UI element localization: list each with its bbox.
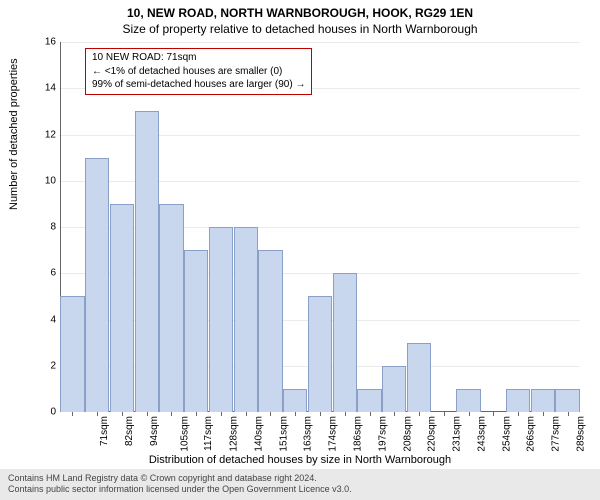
- y-axis-label: Number of detached properties: [8, 58, 20, 210]
- x-tick-mark: [469, 412, 470, 416]
- histogram-bar: [357, 389, 381, 412]
- x-axis-label: Distribution of detached houses by size …: [0, 454, 600, 466]
- histogram-bar: [531, 389, 555, 412]
- x-tick-label: 163sqm: [303, 416, 314, 452]
- histogram-bar: [159, 204, 183, 412]
- x-tick-mark: [122, 412, 123, 416]
- chart-container: 10, NEW ROAD, NORTH WARNBOROUGH, HOOK, R…: [0, 0, 600, 500]
- histogram-bar: [85, 158, 109, 412]
- y-tick-label: 12: [26, 129, 56, 140]
- x-tick-label: 254sqm: [501, 416, 512, 452]
- x-tick-label: 71sqm: [99, 416, 110, 446]
- histogram-bar: [60, 296, 84, 412]
- x-tick-label: 231sqm: [452, 416, 463, 452]
- callout-line3: 99% of semi-detached houses are larger (…: [92, 78, 305, 92]
- x-tick-mark: [221, 412, 222, 416]
- footer-line2: Contains public sector information licen…: [8, 484, 592, 496]
- histogram-bar: [382, 366, 406, 412]
- x-tick-mark: [543, 412, 544, 416]
- x-tick-mark: [147, 412, 148, 416]
- histogram-bar: [234, 227, 258, 412]
- x-tick-label: 186sqm: [353, 416, 364, 452]
- x-tick-mark: [171, 412, 172, 416]
- y-tick-label: 6: [26, 268, 56, 279]
- y-tick-label: 14: [26, 83, 56, 94]
- x-tick-mark: [320, 412, 321, 416]
- x-tick-mark: [196, 412, 197, 416]
- footer-line1: Contains HM Land Registry data © Crown c…: [8, 473, 592, 485]
- gridline: [60, 42, 580, 43]
- x-tick-mark: [394, 412, 395, 416]
- x-tick-label: 220sqm: [427, 416, 438, 452]
- x-tick-label: 82sqm: [124, 416, 135, 446]
- y-tick-label: 16: [26, 37, 56, 48]
- x-tick-mark: [246, 412, 247, 416]
- title-sub: Size of property relative to detached ho…: [0, 20, 600, 36]
- x-tick-label: 128sqm: [229, 416, 240, 452]
- histogram-bar: [555, 389, 579, 412]
- x-tick-label: 117sqm: [203, 416, 214, 451]
- histogram-bar: [407, 343, 431, 412]
- histogram-bar: [506, 389, 530, 412]
- x-tick-mark: [72, 412, 73, 416]
- histogram-bar: [135, 111, 159, 412]
- histogram-bar: [110, 204, 134, 412]
- plot: [60, 42, 580, 412]
- x-tick-label: 174sqm: [328, 416, 339, 452]
- histogram-bar: [308, 296, 332, 412]
- y-tick-label: 0: [26, 407, 56, 418]
- x-tick-mark: [444, 412, 445, 416]
- histogram-bar: [184, 250, 208, 412]
- x-tick-label: 208sqm: [402, 416, 413, 452]
- x-tick-mark: [493, 412, 494, 416]
- y-tick-label: 10: [26, 175, 56, 186]
- x-tick-mark: [97, 412, 98, 416]
- y-tick-label: 2: [26, 360, 56, 371]
- y-tick-label: 4: [26, 314, 56, 325]
- x-tick-label: 94sqm: [149, 416, 160, 446]
- x-tick-label: 243sqm: [476, 416, 487, 452]
- x-tick-mark: [295, 412, 296, 416]
- y-tick-label: 8: [26, 222, 56, 233]
- x-tick-mark: [345, 412, 346, 416]
- x-tick-mark: [518, 412, 519, 416]
- x-tick-label: 197sqm: [377, 416, 388, 452]
- title-main: 10, NEW ROAD, NORTH WARNBOROUGH, HOOK, R…: [0, 0, 600, 20]
- histogram-bar: [456, 389, 480, 412]
- callout-line2: ← <1% of detached houses are smaller (0): [92, 65, 305, 79]
- x-tick-label: 151sqm: [278, 416, 289, 452]
- x-tick-label: 289sqm: [575, 416, 586, 452]
- histogram-bar: [258, 250, 282, 412]
- x-tick-mark: [568, 412, 569, 416]
- footer: Contains HM Land Registry data © Crown c…: [0, 469, 600, 500]
- x-tick-mark: [270, 412, 271, 416]
- x-tick-label: 277sqm: [551, 416, 562, 452]
- chart-area: [60, 42, 580, 412]
- callout-line1: 10 NEW ROAD: 71sqm: [92, 51, 305, 65]
- x-tick-mark: [419, 412, 420, 416]
- histogram-bar: [333, 273, 357, 412]
- histogram-bar: [283, 389, 307, 412]
- x-tick-label: 266sqm: [526, 416, 537, 452]
- x-tick-mark: [370, 412, 371, 416]
- x-tick-label: 140sqm: [254, 416, 265, 452]
- histogram-bar: [209, 227, 233, 412]
- x-tick-label: 105sqm: [179, 416, 190, 452]
- callout-box: 10 NEW ROAD: 71sqm ← <1% of detached hou…: [85, 48, 312, 95]
